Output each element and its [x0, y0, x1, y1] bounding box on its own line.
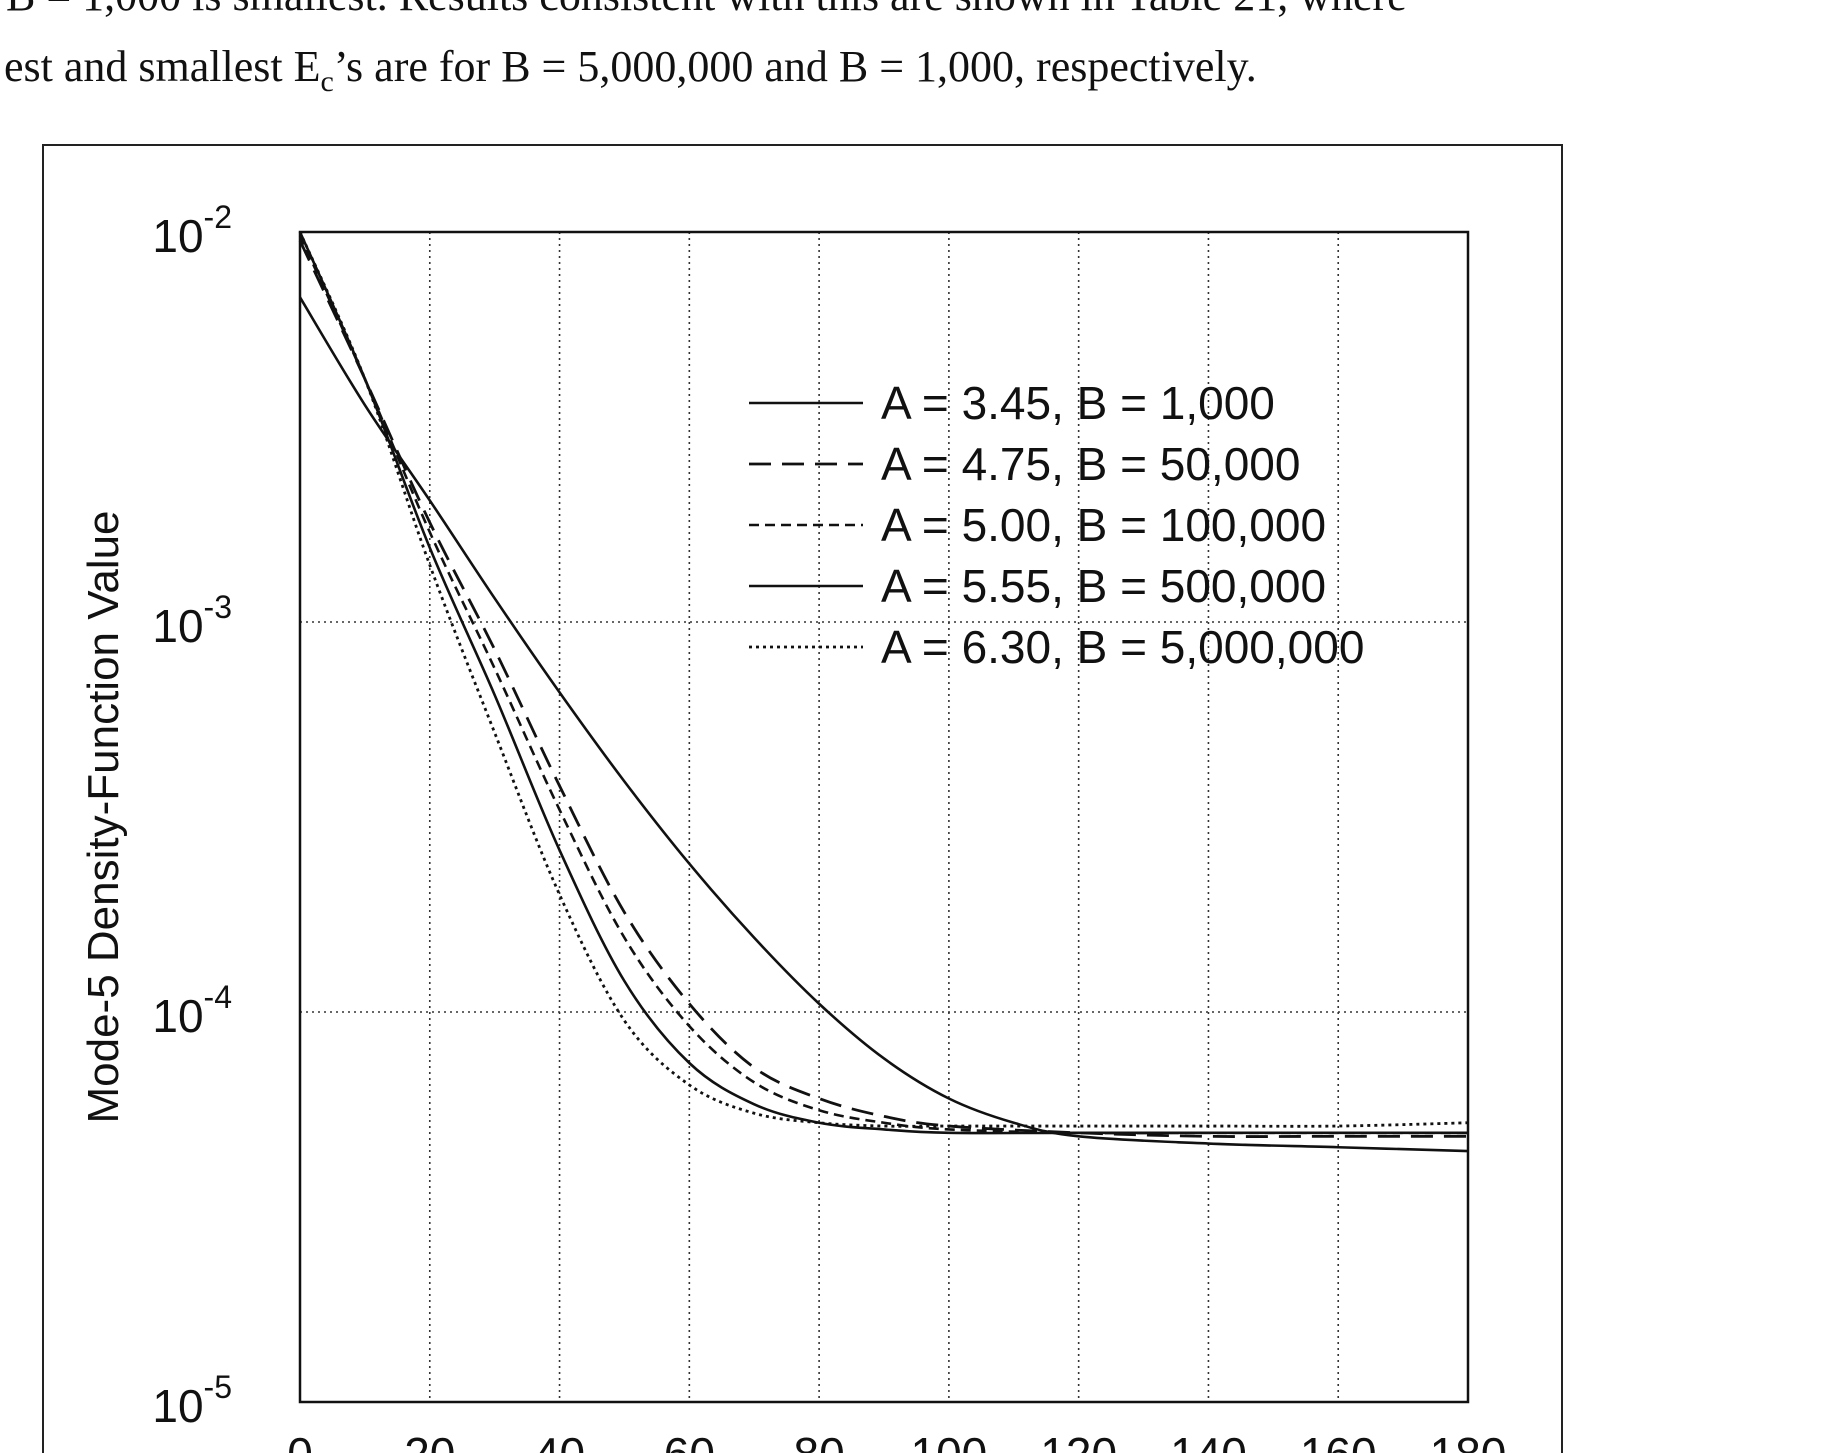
- legend-label-5: A = 6.30, B = 5,000,000: [881, 621, 1364, 673]
- legend-label-1: A = 3.45, B = 1,000: [881, 377, 1275, 429]
- y-tick-labels: 10-2 10-3 10-4 10-5: [152, 199, 232, 1432]
- y-axis-label: Mode-5 Density-Function Value: [79, 510, 128, 1123]
- y-tick-label: 10-3: [152, 589, 232, 652]
- y-tick-label: 10-2: [152, 199, 232, 262]
- subscript-c: c: [320, 64, 334, 98]
- x-tick-label: 140: [1170, 1428, 1247, 1453]
- series-lines: [298, 231, 1469, 1153]
- x-tick-label: 160: [1300, 1428, 1377, 1453]
- x-tick-label: 20: [404, 1428, 455, 1453]
- series-line-4: [298, 231, 1468, 1135]
- x-tick-label: 100: [911, 1428, 988, 1453]
- x-tick-label: 80: [794, 1428, 845, 1453]
- x-tick-label: 120: [1040, 1428, 1117, 1453]
- x-tick-label: 180: [1430, 1428, 1507, 1453]
- series-line-2: [298, 240, 1468, 1138]
- body-text-line-2-start: est and smallest E: [4, 42, 321, 91]
- series-line-1: [298, 296, 1469, 1153]
- x-tick-label: 40: [534, 1428, 585, 1453]
- y-tick-label: 10-5: [152, 1369, 232, 1432]
- series-line-3: [298, 234, 1468, 1135]
- body-text-line-2-end: ’s are for B = 5,000,000 and B = 1,000, …: [333, 42, 1257, 91]
- grid: [300, 232, 1468, 1402]
- body-text-line-2: est and smallest Ec’s are for B = 5,000,…: [4, 43, 1837, 106]
- body-text-line-1: B = 1,000 is smallest. Results consisten…: [6, 0, 1837, 20]
- plot-area-border: [298, 230, 1470, 1404]
- x-tick-label: 60: [664, 1428, 715, 1453]
- legend-label-4: A = 5.55, B = 500,000: [881, 560, 1326, 612]
- x-tick-label: 0: [287, 1428, 313, 1453]
- x-tick-labels: 0 20 40 60 80 100 120 140 160 180: [287, 1428, 1506, 1453]
- legend: A = 3.45, B = 1,000 A = 4.75, B = 50,000 A…: [749, 377, 1364, 673]
- y-tick-label: 10-4: [152, 979, 232, 1042]
- series-line-5: [298, 231, 1469, 1128]
- legend-label-2: A = 4.75, B = 50,000: [881, 438, 1300, 490]
- figure-frame: [42, 144, 1563, 1453]
- legend-label-3: A = 5.00, B = 100,000: [881, 499, 1326, 551]
